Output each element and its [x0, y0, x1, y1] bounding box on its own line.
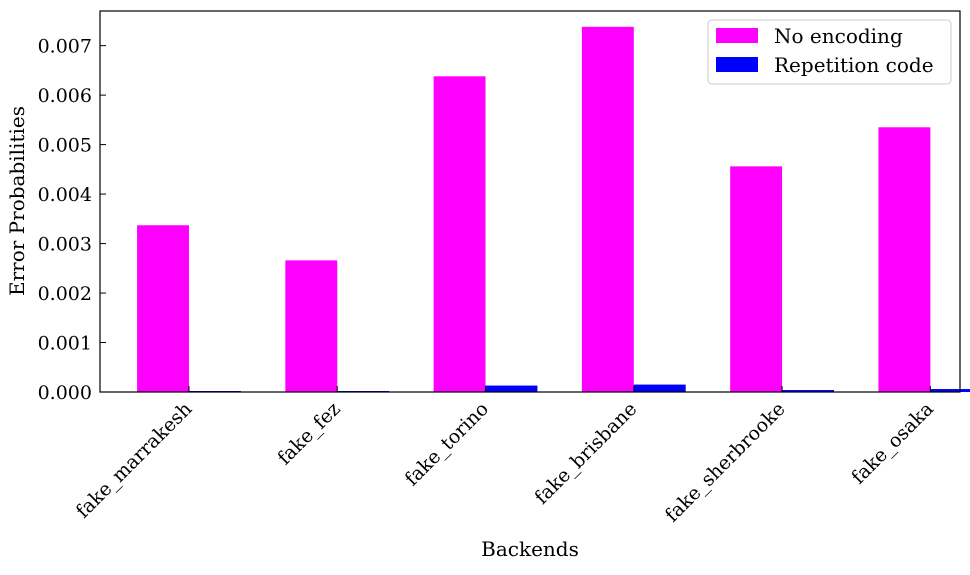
x-tick-label: fake_marrakesh	[72, 398, 197, 523]
x-tick-label: fake_fez	[273, 398, 344, 469]
bar-no-encoding-fake-marrakesh	[137, 225, 189, 392]
y-tick-label: 0.006	[38, 85, 92, 107]
y-tick-label: 0.005	[38, 135, 92, 157]
legend-swatch-no-encoding	[716, 28, 758, 43]
x-axis-title: Backends	[481, 537, 579, 561]
bar-no-encoding-fake-brisbane	[581, 26, 634, 393]
x-tick-label: fake_sherbrooke	[661, 398, 790, 527]
y-tick-label: 0.001	[38, 333, 92, 355]
bar-no-encoding-fake-fez	[285, 260, 338, 392]
y-axis: 0.000 0.001 0.002 0.003 0.004 0.005 0.006 0.007	[38, 36, 106, 404]
bar-no-encoding-fake-torino	[433, 76, 486, 392]
legend-label-no-encoding: No encoding	[774, 24, 903, 48]
y-tick-label: 0.004	[38, 184, 92, 206]
x-axis: fake_marrakesh fake_fez fake_torino fake_br…	[72, 386, 938, 527]
bar-repetition-code-fake-osaka	[930, 389, 970, 392]
y-tick-label: 0.007	[38, 36, 92, 58]
x-tick-label: fake_torino	[401, 398, 493, 490]
bars-layer	[137, 26, 970, 393]
y-axis-title: Error Probabilities	[5, 106, 29, 296]
legend-label-repetition-code: Repetition code	[774, 53, 934, 77]
legend: No encoding Repetition code	[707, 19, 952, 85]
legend-box	[707, 19, 952, 85]
plot-frame	[99, 10, 961, 393]
y-tick-label: 0.003	[38, 234, 92, 256]
legend-swatch-repetition-code	[716, 57, 758, 72]
bar-repetition-code-fake-brisbane	[633, 384, 686, 392]
x-tick-label: fake_brisbane	[531, 398, 642, 509]
bar-repetition-code-fake-sherbrooke	[782, 390, 834, 392]
bar-no-encoding-fake-sherbrooke	[730, 166, 783, 392]
y-tick-label: 0.000	[38, 382, 92, 404]
bar-no-encoding-fake-osaka	[878, 127, 931, 392]
bar-repetition-code-fake-torino	[485, 385, 538, 392]
y-tick-label: 0.002	[38, 283, 92, 305]
x-tick-label: fake_osaka	[847, 398, 937, 488]
